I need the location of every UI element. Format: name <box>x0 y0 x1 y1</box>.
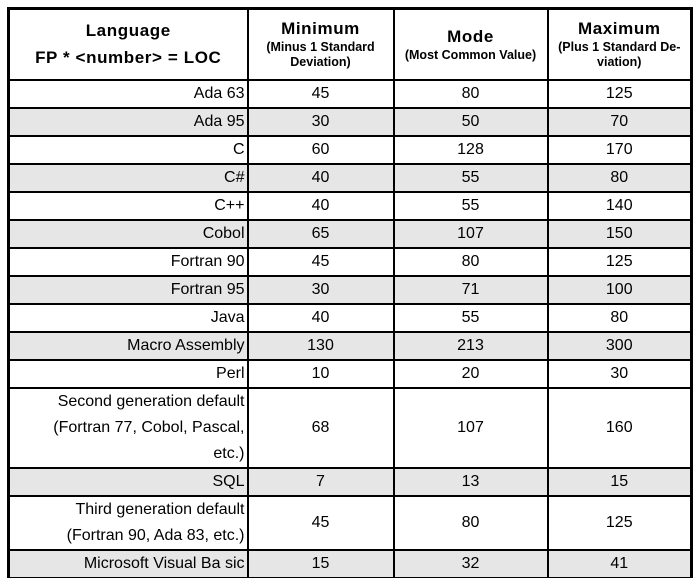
table-row: Cobol 65 107 150 <box>7 218 693 249</box>
table-row: C 60 128 170 <box>7 134 693 165</box>
mode-cell: 32 <box>392 548 549 578</box>
language-cell: Microsoft Visual Ba sic <box>7 548 249 578</box>
minimum-cell: 30 <box>246 274 395 305</box>
mode-cell: 80 <box>392 246 549 277</box>
minimum-cell: 60 <box>246 134 395 165</box>
maximum-cell: 125 <box>546 494 693 551</box>
mode-header-subtitle: (Most Common Value) <box>404 47 537 62</box>
language-cell: Fortran 95 <box>7 274 249 305</box>
language-cell: Second generation default (Fortran 77, C… <box>7 386 249 469</box>
table-row: Ada 63 45 80 125 <box>7 78 693 109</box>
minimum-cell: 30 <box>246 106 395 137</box>
maximum-header-title: Maximum <box>577 19 661 39</box>
language-cell: Fortran 90 <box>7 246 249 277</box>
language-cell: Macro Assembly <box>7 330 249 361</box>
fp-loc-conversion-table: Language FP * <number> = LOC Minimum (Mi… <box>7 7 693 578</box>
maximum-cell: 300 <box>546 330 693 361</box>
maximum-cell: 80 <box>546 302 693 333</box>
mode-cell: 20 <box>392 358 549 389</box>
maximum-cell: 41 <box>546 548 693 578</box>
maximum-cell: 170 <box>546 134 693 165</box>
minimum-cell: 10 <box>246 358 395 389</box>
mode-cell: 107 <box>392 218 549 249</box>
minimum-cell: 15 <box>246 548 395 578</box>
table-row: Java 40 55 80 <box>7 302 693 333</box>
maximum-cell: 80 <box>546 162 693 193</box>
maximum-cell: 70 <box>546 106 693 137</box>
mode-column-header: Mode (Most Common Value) <box>392 7 549 81</box>
mode-cell: 80 <box>392 494 549 551</box>
table-row: SQL 7 13 15 <box>7 466 693 497</box>
table-row: Fortran 95 30 71 100 <box>7 274 693 305</box>
language-cell: Cobol <box>7 218 249 249</box>
mode-cell: 71 <box>392 274 549 305</box>
maximum-cell: 30 <box>546 358 693 389</box>
language-cell: Third generation default (Fortran 90, Ad… <box>7 494 249 551</box>
language-cell: Java <box>7 302 249 333</box>
minimum-cell: 45 <box>246 494 395 551</box>
mode-cell: 55 <box>392 190 549 221</box>
minimum-cell: 45 <box>246 78 395 109</box>
minimum-cell: 45 <box>246 246 395 277</box>
table-row: Fortran 90 45 80 125 <box>7 246 693 277</box>
header-row: Language FP * <number> = LOC Minimum (Mi… <box>7 7 693 81</box>
table-row: Macro Assembly 130 213 300 <box>7 330 693 361</box>
mode-cell: 80 <box>392 78 549 109</box>
language-cell: SQL <box>7 466 249 497</box>
language-cell: C# <box>7 162 249 193</box>
language-cell: Perl <box>7 358 249 389</box>
minimum-column-header: Minimum (Minus 1 Standard Deviation) <box>246 7 395 81</box>
language-header-formula: FP * <number> = LOC <box>35 48 222 68</box>
maximum-cell: 150 <box>546 218 693 249</box>
mode-cell: 213 <box>392 330 549 361</box>
language-column-header: Language FP * <number> = LOC <box>7 7 249 81</box>
minimum-cell: 40 <box>246 162 395 193</box>
language-cell: C++ <box>7 190 249 221</box>
mode-header-title: Mode <box>447 26 494 46</box>
mode-cell: 107 <box>392 386 549 469</box>
mode-cell: 50 <box>392 106 549 137</box>
maximum-cell: 15 <box>546 466 693 497</box>
maximum-cell: 100 <box>546 274 693 305</box>
table-body: Ada 63 45 80 125 Ada 95 30 50 70 C 60 12… <box>7 78 693 578</box>
table-row: Perl 10 20 30 <box>7 358 693 389</box>
maximum-header-subtitle: (Plus 1 Standard De- viation) <box>558 40 681 70</box>
table-row: C++ 40 55 140 <box>7 190 693 221</box>
minimum-cell: 68 <box>246 386 395 469</box>
language-cell: Ada 95 <box>7 106 249 137</box>
mode-cell: 55 <box>392 302 549 333</box>
language-header-title: Language <box>85 21 171 41</box>
table-row: Second generation default (Fortran 77, C… <box>7 386 693 469</box>
table-row: Microsoft Visual Ba sic 15 32 41 <box>7 548 693 578</box>
minimum-cell: 40 <box>246 302 395 333</box>
maximum-cell: 125 <box>546 246 693 277</box>
minimum-cell: 65 <box>246 218 395 249</box>
minimum-cell: 7 <box>246 466 395 497</box>
minimum-header-title: Minimum <box>281 19 360 39</box>
table-row: Ada 95 30 50 70 <box>7 106 693 137</box>
minimum-cell: 40 <box>246 190 395 221</box>
mode-cell: 55 <box>392 162 549 193</box>
language-cell: C <box>7 134 249 165</box>
minimum-header-subtitle: (Minus 1 Standard Deviation) <box>266 40 375 70</box>
minimum-cell: 130 <box>246 330 395 361</box>
maximum-cell: 140 <box>546 190 693 221</box>
table-row: C# 40 55 80 <box>7 162 693 193</box>
mode-cell: 13 <box>392 466 549 497</box>
mode-cell: 128 <box>392 134 549 165</box>
language-cell: Ada 63 <box>7 78 249 109</box>
maximum-cell: 160 <box>546 386 693 469</box>
maximum-cell: 125 <box>546 78 693 109</box>
table-row: Third generation default (Fortran 90, Ad… <box>7 494 693 551</box>
maximum-column-header: Maximum (Plus 1 Standard De- viation) <box>546 7 693 81</box>
table-header: Language FP * <number> = LOC Minimum (Mi… <box>7 7 693 81</box>
